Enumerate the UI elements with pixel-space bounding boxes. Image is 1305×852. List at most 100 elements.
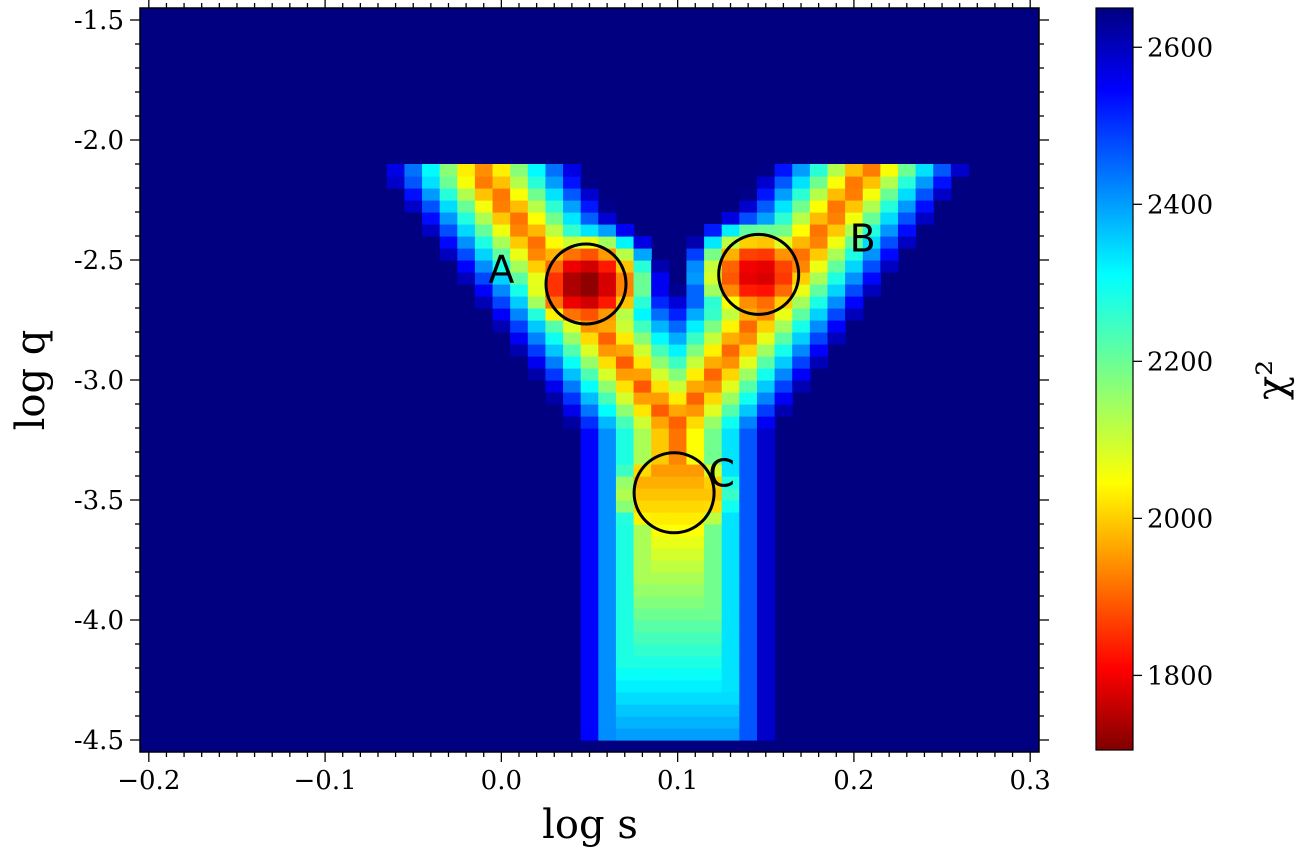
heatmap-cell (510, 236, 529, 249)
heatmap-cell (721, 620, 740, 633)
heatmap-cell (862, 284, 881, 297)
heatmap-cell (739, 536, 758, 549)
heatmap-cell (739, 200, 758, 213)
heatmap-cell (563, 164, 582, 177)
heatmap-cell (686, 632, 705, 645)
heatmap-cell (510, 272, 529, 285)
heatmap-cell (598, 296, 617, 309)
heatmap-cell (897, 200, 917, 213)
heatmap-cell (739, 272, 758, 285)
heatmap-cell (809, 176, 829, 189)
heatmap-cell (739, 692, 758, 705)
heatmap-cell (633, 644, 652, 657)
heatmap-cell (756, 176, 776, 189)
heatmap-cell (686, 416, 705, 429)
heatmap-cell (651, 488, 670, 501)
heatmap-cell (527, 308, 547, 321)
heatmap-cell (739, 560, 758, 573)
heatmap-cell (756, 680, 776, 693)
heatmap-cell (633, 404, 652, 417)
heatmap-cell (915, 164, 934, 177)
colorbar-gradient (1095, 7, 1134, 751)
heatmap-cell (598, 452, 617, 465)
heatmap-cell (739, 188, 758, 201)
heatmap-cell (580, 572, 599, 585)
heatmap-cell (774, 176, 793, 189)
heatmap-cell (774, 284, 793, 297)
heatmap-cell (704, 704, 723, 717)
heatmap-cell (686, 248, 705, 261)
heatmap-cell (651, 464, 670, 477)
heatmap-cell (880, 200, 899, 213)
heatmap-cell (580, 272, 599, 285)
heatmap-cell (474, 176, 494, 189)
heatmap-cell (668, 320, 688, 333)
y-tick-label: -2.0 (74, 126, 124, 156)
heatmap-cell (527, 272, 547, 285)
heatmap-cell (792, 320, 811, 333)
heatmap-cell (598, 248, 617, 261)
heatmap-cell (809, 320, 829, 333)
heatmap-cell (739, 332, 758, 345)
heatmap-cell (527, 368, 547, 381)
heatmap-cell (615, 728, 635, 741)
heatmap-cell (598, 668, 617, 681)
heatmap-cell (721, 272, 740, 285)
heatmap-cell (598, 200, 617, 213)
heatmap-cell (739, 284, 758, 297)
heatmap-cell (598, 332, 617, 345)
heatmap-cell (845, 272, 864, 285)
heatmap-cell (739, 548, 758, 561)
heatmap-cell (563, 212, 582, 225)
heatmap-cell (668, 392, 688, 405)
heatmap-cell (633, 476, 652, 489)
heatmap-cell (651, 728, 670, 741)
heatmap-cell (792, 344, 811, 357)
heatmap-cell (845, 308, 864, 321)
heatmap-cell (880, 164, 899, 177)
heatmap-cell (897, 224, 917, 237)
heatmap-cell (686, 488, 705, 501)
heatmap-cell (704, 356, 723, 369)
heatmap-cell (580, 536, 599, 549)
heatmap-cell (739, 368, 758, 381)
heatmap-cell (598, 476, 617, 489)
minima-labels: A B C (488, 216, 875, 495)
heatmap-cell (598, 392, 617, 405)
heatmap-cell (668, 308, 688, 321)
heatmap-cell (651, 404, 670, 417)
heatmap-cell (704, 596, 723, 609)
heatmap-cell (704, 728, 723, 741)
heatmap-cell (457, 272, 476, 285)
heatmap-cell (756, 320, 776, 333)
heatmap-cell (704, 236, 723, 249)
heatmap-cell (510, 296, 529, 309)
heatmap-cell (563, 332, 582, 345)
heatmap-cell (580, 632, 599, 645)
heatmap-cell (739, 596, 758, 609)
heatmap-cell (827, 200, 846, 213)
heatmap-cell (950, 164, 970, 177)
heatmap-cell (721, 668, 740, 681)
heatmap-cell (774, 272, 793, 285)
heatmap-cell (457, 260, 476, 273)
heatmap-cell (721, 632, 740, 645)
heatmap-cell (474, 236, 494, 249)
heatmap-cell (845, 164, 864, 177)
heatmap-cell (510, 344, 529, 357)
heatmap-cell (704, 560, 723, 573)
heatmap-cell (739, 452, 758, 465)
heatmap-cell (739, 620, 758, 633)
heatmap-cell (862, 272, 881, 285)
heatmap-cell (756, 188, 776, 201)
heatmap-cell (580, 308, 599, 321)
heatmap-cell (721, 692, 740, 705)
heatmap-cell (897, 236, 917, 249)
heatmap-cell (739, 404, 758, 417)
heatmap-cell (651, 416, 670, 429)
heatmap-cell (756, 356, 776, 369)
heatmap-cell (457, 188, 476, 201)
heatmap-cell (474, 212, 494, 225)
heatmap-cell (439, 200, 458, 213)
heatmap-cell (756, 596, 776, 609)
